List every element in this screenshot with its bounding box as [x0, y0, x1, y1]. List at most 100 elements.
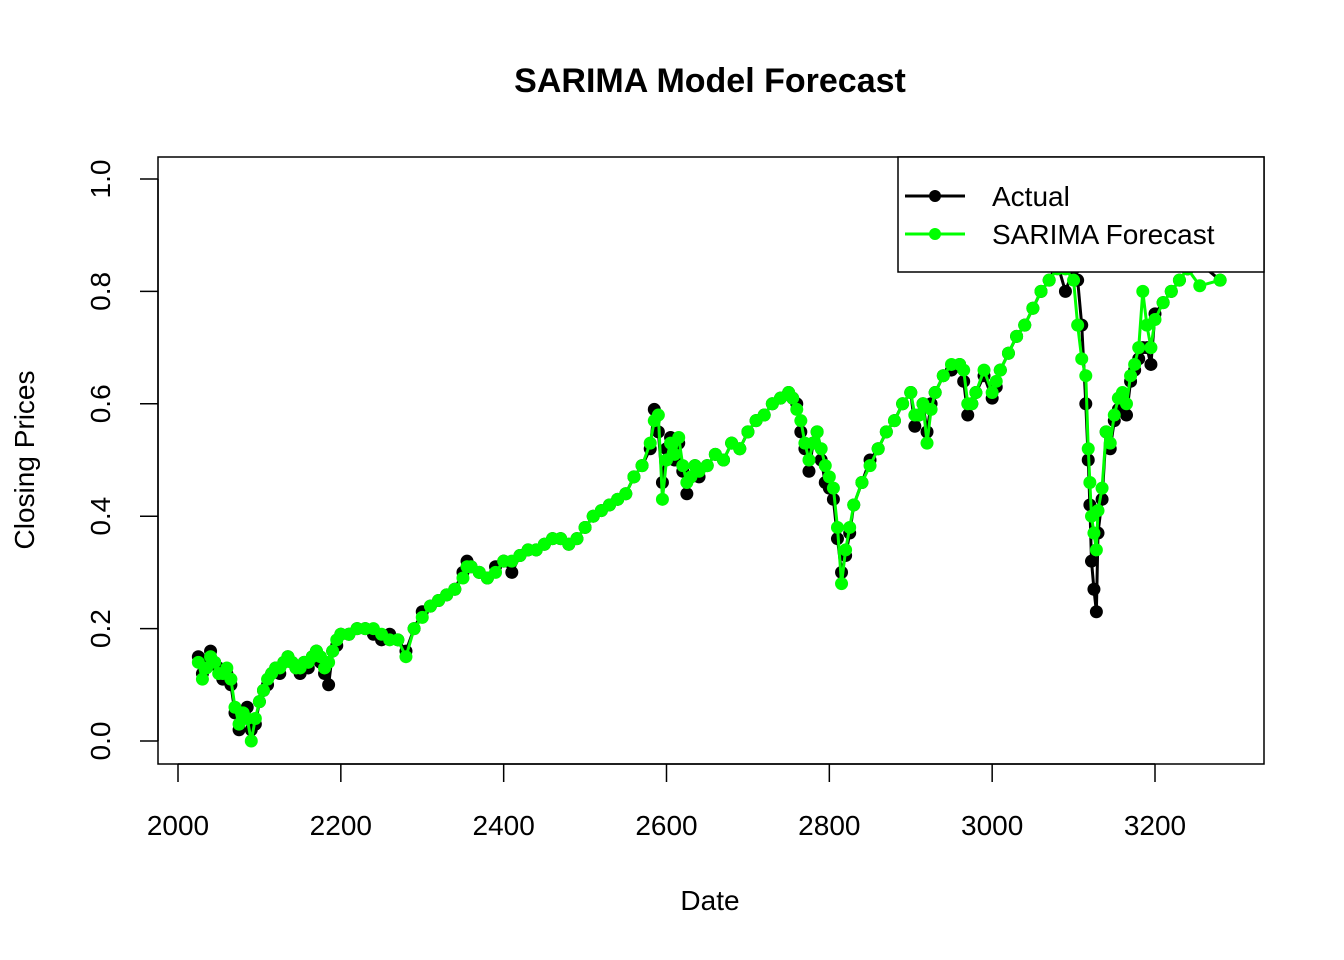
forecast-point	[822, 470, 836, 484]
forecast-point	[843, 520, 857, 534]
forecast-point	[1071, 318, 1085, 332]
forecast-point	[456, 571, 470, 585]
forecast-point	[1132, 341, 1146, 355]
forecast-point	[619, 487, 633, 501]
forecast-point	[570, 532, 584, 546]
forecast-point	[643, 436, 657, 450]
actual-point	[505, 565, 519, 579]
forecast-point	[415, 610, 429, 624]
forecast-point	[810, 425, 824, 439]
actual-series-line	[196, 259, 1222, 735]
forecast-point	[672, 431, 686, 445]
forecast-point	[1099, 425, 1113, 439]
forecast-point	[651, 408, 665, 422]
y-tick-label: 0.8	[85, 272, 116, 311]
legend: Actual SARIMA Forecast	[897, 156, 1265, 273]
forecast-point	[489, 565, 503, 579]
forecast-point	[924, 402, 938, 416]
legend-box	[897, 156, 1265, 273]
actual-point	[680, 487, 694, 501]
forecast-point	[830, 520, 844, 534]
legend-forecast-label: SARIMA Forecast	[992, 219, 1215, 250]
chart-title: SARIMA Model Forecast	[514, 62, 906, 100]
forecast-point	[627, 470, 641, 484]
forecast-point	[904, 386, 918, 400]
forecast-point	[1034, 284, 1048, 298]
x-tick-label: 2800	[798, 810, 860, 841]
forecast-point	[1144, 341, 1158, 355]
forecast-point	[818, 459, 832, 473]
forecast-point	[733, 442, 747, 456]
forecast-point	[1124, 369, 1138, 383]
y-tick-label: 0.0	[85, 722, 116, 761]
y-axis: 0.0 0.2 0.4 0.6 0.8 1.0	[85, 160, 159, 761]
forecast-point	[871, 442, 885, 456]
forecast-point	[391, 633, 405, 647]
actual-point	[1120, 408, 1134, 422]
forecast-point	[1136, 284, 1150, 298]
y-tick-label: 0.2	[85, 609, 116, 648]
forecast-point	[635, 459, 649, 473]
y-tick-label: 0.6	[85, 384, 116, 423]
forecast-point	[1193, 279, 1207, 293]
forecast-point	[879, 425, 893, 439]
forecast-point	[1156, 296, 1170, 310]
forecast-point	[1128, 357, 1142, 371]
forecast-point	[741, 425, 755, 439]
forecast-point	[1089, 543, 1103, 557]
forecast-point	[928, 386, 942, 400]
forecast-point	[1172, 273, 1186, 287]
forecast-point	[863, 459, 877, 473]
forecast-point	[668, 447, 682, 461]
forecast-point	[407, 622, 421, 636]
forecast-point	[244, 734, 258, 748]
forecast-point	[839, 543, 853, 557]
forecast-point	[1164, 284, 1178, 298]
forecast-point	[969, 386, 983, 400]
forecast-point	[1213, 273, 1227, 287]
forecast-point	[802, 453, 816, 467]
x-tick-label: 2600	[635, 810, 697, 841]
forecast-point	[1107, 408, 1121, 422]
forecast-point	[256, 683, 270, 697]
actual-point	[802, 464, 816, 478]
forecast-point	[977, 363, 991, 377]
forecast-point	[1120, 397, 1134, 411]
actual-point	[1089, 605, 1103, 619]
actual-point	[1087, 582, 1101, 596]
forecast-point	[985, 386, 999, 400]
legend-actual-marker	[929, 190, 941, 202]
forecast-point	[920, 436, 934, 450]
legend-forecast-marker	[929, 228, 941, 240]
actual-point	[322, 678, 336, 692]
forecast-point	[700, 459, 714, 473]
forecast-point	[1026, 301, 1040, 315]
forecast-point	[1083, 475, 1097, 489]
plot-area	[191, 256, 1227, 748]
forecast-point	[957, 363, 971, 377]
forecast-point	[1079, 369, 1093, 383]
forecast-point	[224, 672, 238, 686]
forecast-point	[887, 414, 901, 428]
forecast-point	[655, 492, 669, 506]
forecast-point	[989, 374, 1003, 388]
legend-actual-label: Actual	[992, 181, 1070, 212]
forecast-point	[993, 363, 1007, 377]
forecast-point	[936, 369, 950, 383]
actual-point	[1058, 284, 1072, 298]
forecast-point	[1010, 329, 1024, 343]
forecast-point	[195, 672, 209, 686]
forecast-point	[1018, 318, 1032, 332]
x-tick-label: 3000	[961, 810, 1023, 841]
x-tick-label: 2200	[310, 810, 372, 841]
actual-point	[908, 419, 922, 433]
forecast-point	[676, 459, 690, 473]
forecast-point	[814, 442, 828, 456]
actual-point	[1144, 357, 1158, 371]
forecast-point	[835, 577, 849, 591]
forecast-point	[757, 408, 771, 422]
forecast-point	[826, 481, 840, 495]
forecast-point	[322, 655, 336, 669]
forecast-point	[1067, 273, 1081, 287]
